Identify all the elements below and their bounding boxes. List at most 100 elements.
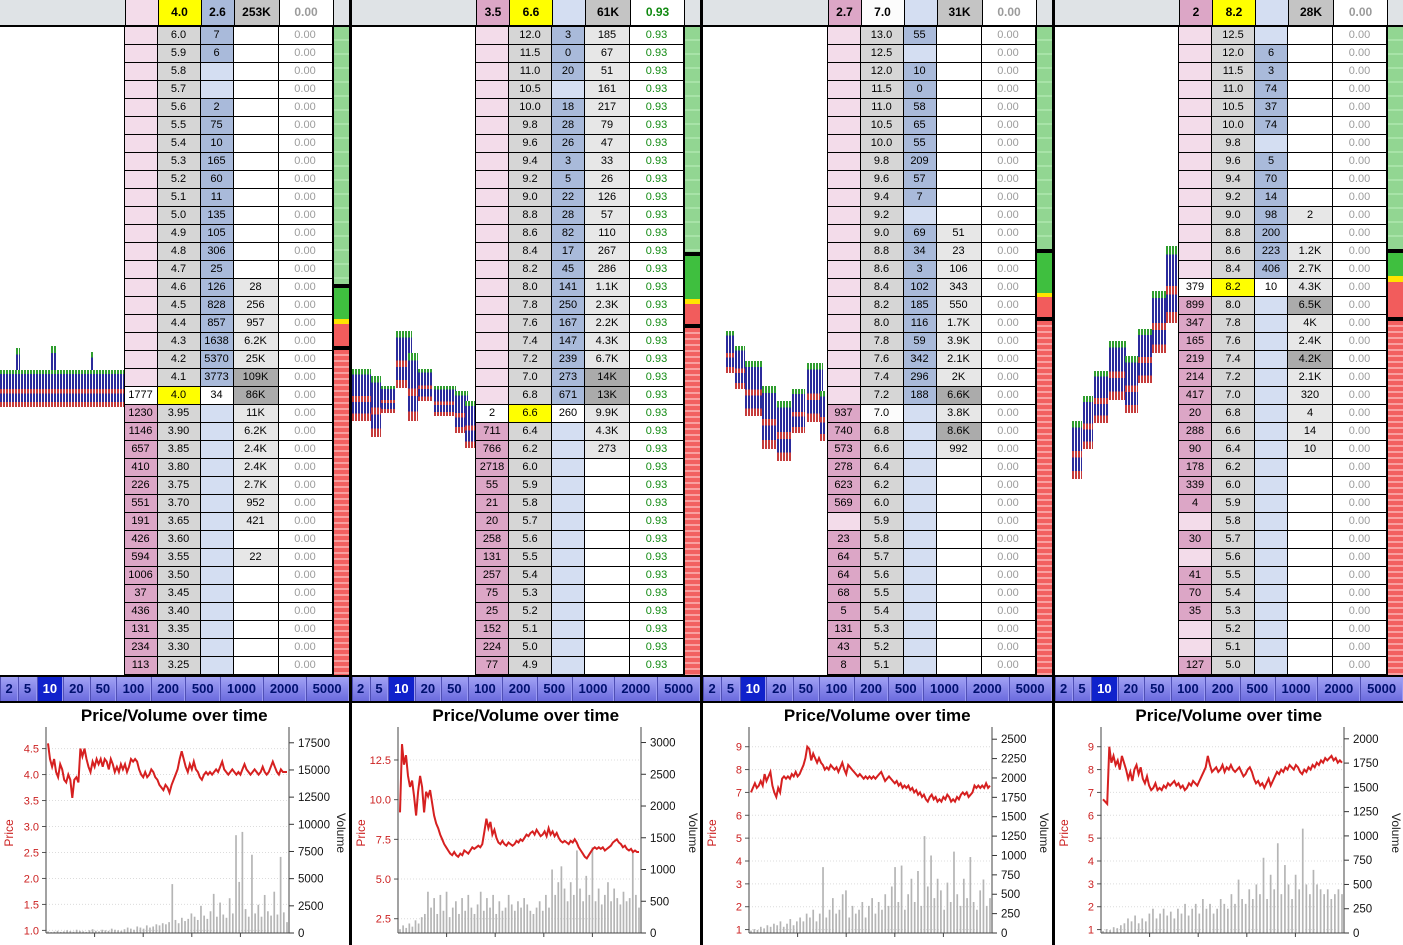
ask-cell[interactable] (1254, 531, 1287, 549)
ask-cell[interactable]: 0 (551, 45, 584, 63)
ask-cell[interactable]: 828 (199, 297, 233, 315)
bid-cell[interactable] (123, 207, 157, 225)
bid-cell[interactable] (1178, 549, 1211, 567)
ask-cell[interactable]: 14 (1254, 189, 1287, 207)
bid-cell[interactable]: 41 (1178, 567, 1211, 585)
bid-cell[interactable] (826, 99, 860, 117)
ask-cell[interactable]: 141 (551, 279, 584, 297)
bid-cell[interactable]: 573 (826, 441, 860, 459)
ask-cell[interactable]: 11 (199, 189, 233, 207)
ask-cell[interactable] (551, 423, 584, 441)
ask-cell[interactable]: 167 (551, 315, 584, 333)
bid-cell[interactable] (826, 333, 860, 351)
scale-button-50[interactable]: 50 (792, 677, 820, 701)
scale-button-500[interactable]: 500 (536, 677, 572, 701)
scale-button-2[interactable]: 2 (1054, 677, 1073, 701)
ask-cell[interactable]: 74 (1254, 117, 1287, 135)
bid-cell[interactable] (475, 189, 508, 207)
bid-cell[interactable] (1178, 639, 1211, 657)
ask-cell[interactable]: 102 (902, 279, 936, 297)
bid-cell[interactable]: 113 (123, 657, 157, 675)
scale-button-10[interactable]: 10 (1091, 677, 1118, 701)
ask-cell[interactable] (199, 441, 233, 459)
bid-cell[interactable]: 64 (826, 567, 860, 585)
ask-cell[interactable]: 165 (199, 153, 233, 171)
bid-cell[interactable]: 191 (123, 513, 157, 531)
bid-cell[interactable]: 90 (1178, 441, 1211, 459)
bid-cell[interactable]: 178 (1178, 459, 1211, 477)
ask-cell[interactable]: 28 (551, 117, 584, 135)
bid-cell[interactable] (1178, 117, 1211, 135)
ask-cell[interactable] (1254, 297, 1287, 315)
bid-cell[interactable]: 766 (475, 441, 508, 459)
ask-cell[interactable]: 26 (551, 135, 584, 153)
ask-cell[interactable] (199, 585, 233, 603)
bid-cell[interactable]: 77 (475, 657, 508, 675)
ask-cell[interactable]: 28 (551, 207, 584, 225)
bid-cell[interactable] (1178, 99, 1211, 117)
bid-cell[interactable]: 278 (826, 459, 860, 477)
ask-cell[interactable]: 10 (199, 135, 233, 153)
scale-button-2000[interactable]: 2000 (965, 677, 1009, 701)
bid-cell[interactable] (1178, 189, 1211, 207)
ask-cell[interactable]: 3 (551, 153, 584, 171)
ask-cell[interactable] (1254, 567, 1287, 585)
bid-cell[interactable]: 55 (475, 477, 508, 495)
scale-button-100[interactable]: 100 (819, 677, 854, 701)
bid-cell[interactable] (826, 315, 860, 333)
ask-cell[interactable] (1254, 585, 1287, 603)
scale-button-100[interactable]: 100 (1170, 677, 1206, 701)
bid-cell[interactable] (475, 261, 508, 279)
bid-cell[interactable] (826, 45, 860, 63)
ask-cell[interactable] (199, 477, 233, 495)
bid-cell[interactable]: 2 (475, 405, 508, 423)
bid-cell[interactable] (826, 243, 860, 261)
ask-cell[interactable] (199, 423, 233, 441)
bid-cell[interactable]: 30 (1178, 531, 1211, 549)
bid-cell[interactable] (826, 369, 860, 387)
bid-cell[interactable]: 64 (826, 549, 860, 567)
bid-cell[interactable] (1178, 135, 1211, 153)
ask-cell[interactable]: 6 (1254, 45, 1287, 63)
ask-cell[interactable]: 20 (551, 63, 584, 81)
bid-cell[interactable]: 1006 (123, 567, 157, 585)
scale-button-2[interactable]: 2 (0, 677, 19, 701)
ask-cell[interactable] (1254, 315, 1287, 333)
bid-cell[interactable]: 70 (1178, 585, 1211, 603)
bid-cell[interactable] (123, 297, 157, 315)
bid-cell[interactable]: 2718 (475, 459, 508, 477)
ask-cell[interactable] (902, 207, 936, 225)
bid-cell[interactable]: 1230 (123, 405, 157, 423)
bid-cell[interactable]: 5 (826, 603, 860, 621)
scale-button-5000[interactable]: 5000 (1360, 677, 1403, 701)
ask-cell[interactable]: 17 (551, 243, 584, 261)
ask-cell[interactable]: 59 (902, 333, 936, 351)
scale-button-100[interactable]: 100 (116, 677, 151, 701)
ask-cell[interactable] (199, 405, 233, 423)
ask-cell[interactable]: 34 (199, 387, 233, 405)
bid-cell[interactable] (123, 333, 157, 351)
scale-button-500[interactable]: 500 (888, 677, 924, 701)
bid-cell[interactable]: 21 (475, 495, 508, 513)
ask-cell[interactable] (199, 567, 233, 585)
bid-cell[interactable] (475, 45, 508, 63)
scale-button-200[interactable]: 200 (1205, 677, 1240, 701)
ask-cell[interactable] (902, 531, 936, 549)
ask-cell[interactable] (551, 441, 584, 459)
ask-cell[interactable]: 223 (1254, 243, 1287, 261)
bid-cell[interactable] (826, 387, 860, 405)
bid-cell[interactable] (123, 81, 157, 99)
scale-button-500[interactable]: 500 (1239, 677, 1275, 701)
ask-cell[interactable] (551, 603, 584, 621)
scale-button-5000[interactable]: 5000 (1008, 677, 1052, 701)
ask-cell[interactable] (902, 45, 936, 63)
bid-cell[interactable] (475, 153, 508, 171)
scale-button-200[interactable]: 200 (502, 677, 537, 701)
bid-cell[interactable]: 657 (123, 441, 157, 459)
bid-cell[interactable]: 131 (123, 621, 157, 639)
bid-cell[interactable]: 551 (123, 495, 157, 513)
bid-cell[interactable]: 379 (1178, 279, 1211, 297)
ask-cell[interactable] (1254, 495, 1287, 513)
bid-cell[interactable]: 899 (1178, 297, 1211, 315)
ask-cell[interactable] (551, 477, 584, 495)
